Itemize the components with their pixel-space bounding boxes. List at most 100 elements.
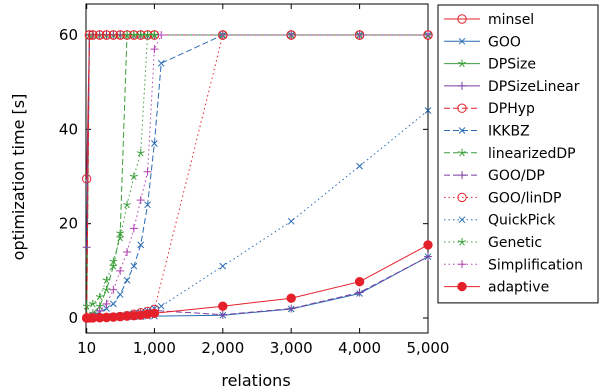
legend-marker bbox=[458, 59, 466, 68]
data-point bbox=[218, 30, 228, 40]
data-point bbox=[122, 30, 132, 40]
legend: minsel GOO DPSize DPSizeLinear DPHyp IKKBZ lin… bbox=[437, 4, 599, 304]
data-point bbox=[424, 252, 432, 261]
data-point bbox=[82, 302, 91, 310]
data-point bbox=[130, 262, 138, 270]
y-tick-label: 0 bbox=[68, 309, 78, 327]
legend-label: DPSize bbox=[488, 57, 536, 73]
data-point bbox=[423, 240, 433, 250]
legend-label: IKKBZ bbox=[488, 124, 530, 140]
series-line bbox=[86, 34, 428, 319]
data-point bbox=[116, 233, 125, 242]
legend-item: Simplification bbox=[444, 257, 583, 273]
legend-label: GOO/linDP bbox=[488, 190, 561, 206]
data-point bbox=[218, 301, 228, 311]
series-line bbox=[86, 34, 428, 319]
legend-item: linearizedDP bbox=[444, 146, 576, 162]
legend-marker bbox=[458, 260, 466, 269]
series-line bbox=[86, 256, 429, 319]
x-tick-label: 2,000 bbox=[201, 339, 244, 357]
data-point bbox=[95, 292, 104, 301]
series-minsel bbox=[81, 30, 433, 184]
data-point bbox=[123, 247, 132, 256]
data-point bbox=[149, 308, 160, 318]
legend-marker bbox=[457, 192, 467, 203]
data-point bbox=[129, 224, 138, 233]
legend-label: adaptive bbox=[488, 280, 549, 296]
data-point bbox=[116, 266, 125, 275]
data-point bbox=[356, 162, 363, 170]
legend-item: Genetic bbox=[444, 235, 542, 251]
data-point bbox=[150, 45, 159, 54]
data-point bbox=[287, 217, 295, 225]
legend-label: QuickPick bbox=[488, 213, 556, 229]
data-point bbox=[81, 174, 92, 184]
data-point bbox=[129, 172, 138, 181]
legend-marker bbox=[458, 171, 466, 180]
data-point bbox=[150, 31, 159, 39]
legend-item: IKKBZ bbox=[444, 124, 530, 140]
data-point bbox=[136, 31, 145, 39]
data-point bbox=[102, 299, 111, 308]
series-ikkbz bbox=[83, 31, 432, 322]
legend-item: minsel bbox=[444, 12, 534, 28]
data-point bbox=[88, 299, 97, 308]
legend-label: linearizedDP bbox=[488, 146, 576, 162]
data-point bbox=[110, 300, 117, 308]
series-line bbox=[86, 34, 428, 248]
data-point bbox=[129, 30, 139, 40]
data-point bbox=[95, 302, 104, 310]
legend-marker bbox=[458, 216, 466, 224]
data-point bbox=[287, 31, 296, 39]
data-point bbox=[355, 31, 364, 39]
data-point bbox=[286, 293, 296, 303]
data-point bbox=[109, 285, 118, 294]
data-point bbox=[102, 285, 111, 294]
series-genetic bbox=[82, 31, 432, 310]
series-layer bbox=[81, 30, 433, 323]
x-tick-label: 4,000 bbox=[338, 339, 381, 357]
data-point bbox=[82, 243, 91, 252]
series-line bbox=[86, 110, 429, 319]
series-adaptive bbox=[81, 240, 433, 323]
data-point bbox=[423, 30, 433, 40]
data-point bbox=[123, 276, 131, 284]
data-point bbox=[136, 148, 145, 157]
data-point bbox=[157, 302, 165, 310]
x-axis-label: relations bbox=[221, 371, 290, 390]
x-tick-label: 5,000 bbox=[407, 339, 450, 357]
legend-marker bbox=[457, 281, 467, 292]
plot-frame bbox=[85, 3, 429, 334]
data-point bbox=[218, 310, 227, 319]
data-point bbox=[218, 31, 227, 39]
series-line bbox=[86, 34, 428, 307]
data-point bbox=[219, 262, 227, 270]
series-line bbox=[86, 34, 428, 179]
data-point bbox=[157, 59, 165, 67]
data-point bbox=[116, 291, 124, 298]
data-point bbox=[84, 30, 95, 40]
data-point bbox=[287, 304, 296, 313]
series-simplification bbox=[82, 31, 432, 322]
series-line bbox=[86, 256, 429, 319]
series-line bbox=[86, 34, 428, 319]
data-point bbox=[123, 200, 131, 209]
data-point bbox=[424, 107, 432, 114]
data-point bbox=[109, 262, 118, 270]
legend-marker bbox=[458, 148, 466, 157]
legend-label: minsel bbox=[488, 12, 534, 28]
data-point bbox=[157, 31, 166, 39]
legend-item: DPSize bbox=[444, 57, 536, 73]
data-point bbox=[144, 201, 151, 209]
axes bbox=[85, 3, 429, 334]
legend-marker bbox=[458, 127, 466, 134]
legend-label: DPHyp bbox=[488, 101, 535, 117]
legend-marker bbox=[458, 238, 466, 246]
x-tick-label: 3,000 bbox=[270, 339, 313, 357]
data-point bbox=[101, 30, 112, 40]
legend-item: GOO bbox=[444, 34, 521, 50]
data-point bbox=[123, 31, 131, 39]
data-point bbox=[143, 167, 152, 176]
legend-marker bbox=[458, 37, 466, 45]
